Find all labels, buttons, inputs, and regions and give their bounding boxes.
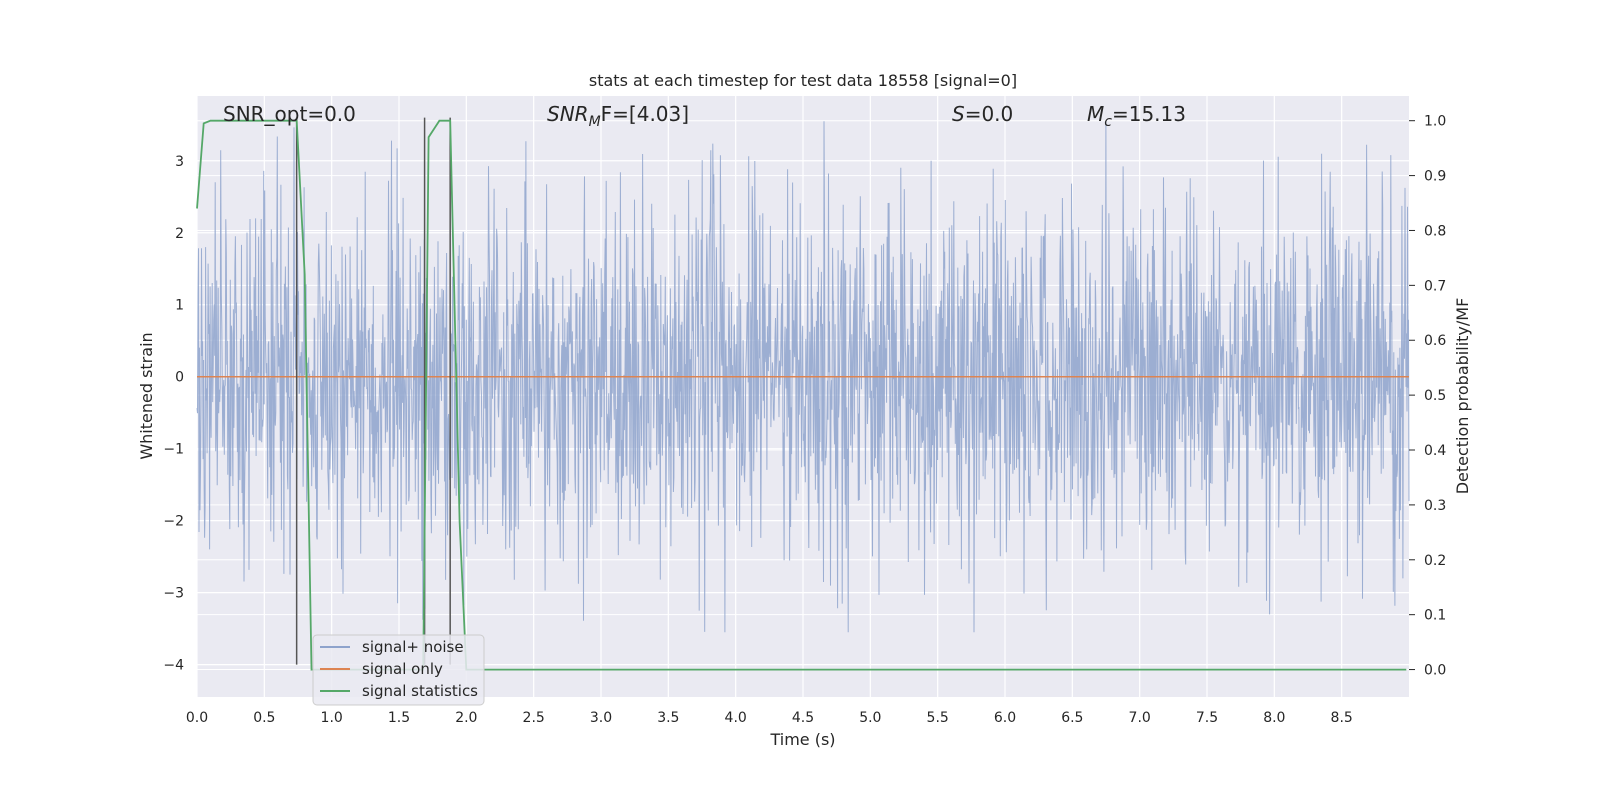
x-tick-3: 1.5: [388, 710, 410, 726]
x-tick-12: 6.0: [994, 710, 1016, 726]
legend-label-signal-only: signal only: [362, 660, 443, 678]
y2-tick-2: 0.8: [1424, 223, 1446, 239]
x-axis-label: Time (s): [769, 730, 835, 749]
y-tick-0: 3: [175, 154, 184, 170]
x-tick-15: 7.5: [1196, 710, 1218, 726]
y-tick-5: −2: [163, 514, 184, 530]
s-base: S: [952, 102, 965, 126]
x-tick-17: 8.5: [1331, 710, 1353, 726]
x-tick-14: 7.0: [1129, 710, 1151, 726]
y2-tick-5: 0.5: [1424, 388, 1446, 404]
y2-tick-0: 1.0: [1424, 114, 1446, 130]
legend-label-signal-statistics: signal statistics: [362, 682, 478, 700]
x-tick-16: 8.0: [1263, 710, 1285, 726]
y-axis-label: Whitened strain: [137, 332, 156, 459]
y2-tick-8: 0.2: [1424, 553, 1446, 569]
x-tick-0: 0.0: [186, 710, 208, 726]
y-tick-7: −4: [163, 658, 184, 674]
annotation-snr-opt: SNR_opt=0.0: [223, 102, 356, 126]
noise-line: [196, 121, 1410, 633]
mc-tail: =15.13: [1112, 102, 1186, 126]
y-tick-6: −3: [163, 586, 184, 602]
x-tick-5: 2.5: [523, 710, 545, 726]
x-tick-2: 1.0: [321, 710, 343, 726]
y-tick-4: −1: [163, 442, 184, 458]
y-tick-3: 0: [175, 370, 184, 386]
y2-tick-labels: 1.0 0.9 0.8 0.7 0.6 0.5 0.4 0.3 0.2 0.1 0.0: [1409, 114, 1446, 679]
y2-tick-4: 0.6: [1424, 333, 1446, 349]
y2-tick-10: 0.0: [1424, 663, 1446, 679]
chart-title: stats at each timestep for test data 185…: [589, 71, 1017, 90]
mc-sub: c: [1104, 114, 1112, 130]
legend: signal+ noise signal only signal statist…: [312, 634, 485, 706]
y2-axis-label: Detection probability/MF: [1453, 298, 1472, 495]
y-tick-2: 1: [175, 298, 184, 314]
x-tick-4: 2.0: [455, 710, 477, 726]
snr-mf-sub: M: [589, 114, 601, 130]
annotation-snr-mf: SNRMF=[4.03]: [547, 102, 689, 130]
x-tick-7: 3.5: [657, 710, 679, 726]
x-tick-8: 4.0: [725, 710, 747, 726]
x-tick-9: 4.5: [792, 710, 814, 726]
x-tick-1: 0.5: [253, 710, 275, 726]
series-signal-noise: [196, 121, 1410, 633]
x-tick-labels: 0.0 0.5 1.0 1.5 2.0 2.5 3.0 3.5 4.0 4.5 5.0 5.5 6.0 6…: [186, 710, 1353, 726]
y-tick-labels: 3 2 1 0 −1 −2 −3 −4: [163, 154, 184, 674]
y2-tick-3: 0.7: [1424, 278, 1446, 294]
snr-mf-tail: F=[4.03]: [601, 102, 689, 126]
y2-tick-1: 0.9: [1424, 169, 1446, 185]
y2-tick-7: 0.3: [1424, 498, 1446, 514]
y-tick-1: 2: [175, 226, 184, 242]
snr-mf-base: SNR: [547, 102, 589, 126]
annotation-s: S=0.0: [952, 102, 1013, 126]
s-tail: =0.0: [965, 102, 1014, 126]
y2-tick-6: 0.4: [1424, 443, 1446, 459]
x-tick-10: 5.0: [859, 710, 881, 726]
annotation-mc: Mc=15.13: [1087, 102, 1186, 130]
x-tick-6: 3.0: [590, 710, 612, 726]
legend-box: [312, 634, 485, 706]
x-tick-11: 5.5: [927, 710, 949, 726]
y2-tick-9: 0.1: [1424, 608, 1446, 624]
mc-base: M: [1087, 102, 1104, 126]
x-tick-13: 6.5: [1061, 710, 1083, 726]
legend-label-signal-noise: signal+ noise: [362, 638, 464, 656]
